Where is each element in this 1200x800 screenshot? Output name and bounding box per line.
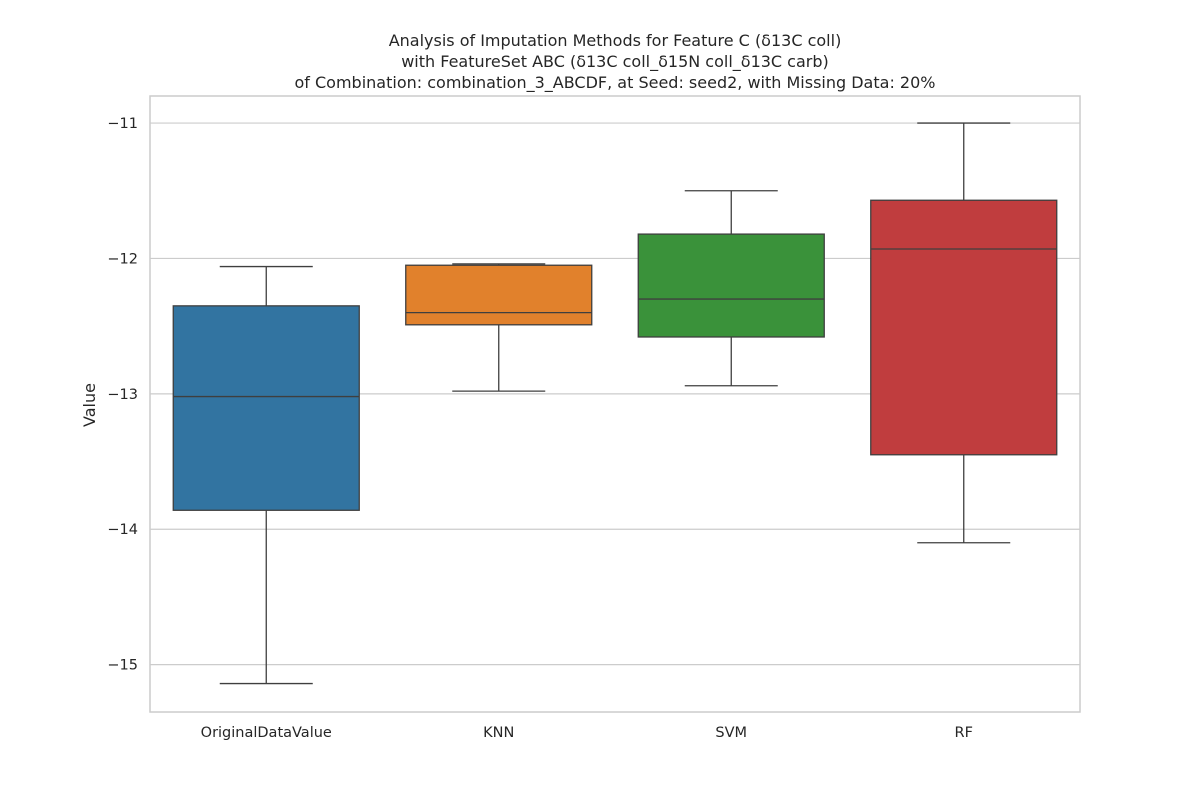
chart-title-line-2: with FeatureSet ABC (δ13C coll_δ15N coll… bbox=[401, 52, 829, 72]
box-iqr bbox=[870, 199, 1058, 456]
y-tick-label: −12 bbox=[107, 251, 138, 267]
box-iqr bbox=[405, 264, 593, 326]
y-axis-ticks: −11 −12 −13 −14 −15 bbox=[107, 116, 138, 674]
boxplot-knn bbox=[405, 263, 593, 392]
chart-title-line-1: Analysis of Imputation Methods for Featu… bbox=[389, 31, 842, 50]
y-axis-label: Value bbox=[80, 383, 99, 427]
y-tick-label: −14 bbox=[107, 522, 138, 538]
x-tick-label: OriginalDataValue bbox=[201, 725, 332, 741]
x-axis-ticks: OriginalDataValue KNN SVM RF bbox=[201, 725, 973, 741]
box-iqr bbox=[172, 305, 360, 511]
boxplot-originaldatavalue bbox=[172, 265, 360, 685]
box-iqr bbox=[637, 233, 825, 338]
boxplot-rf bbox=[870, 122, 1058, 544]
boxplot-svm bbox=[637, 190, 825, 387]
chart-title-line-3: of Combination: combination_3_ABCDF, at … bbox=[295, 73, 936, 93]
x-tick-label: KNN bbox=[483, 725, 514, 741]
y-tick-label: −11 bbox=[107, 116, 138, 132]
chart-title: Analysis of Imputation Methods for Featu… bbox=[295, 31, 936, 93]
plot-frame bbox=[149, 95, 1081, 713]
x-tick-label: SVM bbox=[715, 725, 747, 741]
x-tick-label: RF bbox=[955, 725, 973, 741]
boxplots bbox=[172, 122, 1058, 685]
y-tick-label: −13 bbox=[107, 387, 138, 403]
y-tick-label: −15 bbox=[107, 658, 138, 674]
